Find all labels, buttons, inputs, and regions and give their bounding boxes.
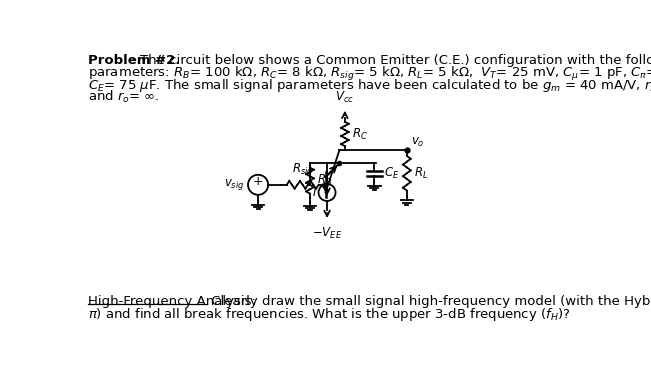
Text: +: +	[253, 175, 264, 188]
Text: $V_{cc}$: $V_{cc}$	[335, 90, 354, 105]
Text: $-V_{EE}$: $-V_{EE}$	[312, 226, 342, 241]
Text: $C_E$: $C_E$	[384, 166, 400, 181]
Text: $I$: $I$	[312, 186, 317, 199]
Text: $R_L$: $R_L$	[414, 166, 428, 181]
Text: $v_o$: $v_o$	[411, 136, 424, 149]
Text: $C_E$= 75 $\mu$F. The small signal parameters have been calculated to be $g_m$ =: $C_E$= 75 $\mu$F. The small signal param…	[88, 77, 651, 94]
Text: Problem #2.: Problem #2.	[88, 54, 180, 67]
Text: $R_B$: $R_B$	[317, 172, 332, 188]
Text: $v_{sig}$: $v_{sig}$	[224, 177, 244, 192]
Text: and $r_o$= $\infty$.: and $r_o$= $\infty$.	[88, 89, 159, 105]
Text: Clearly draw the small signal high-frequency model (with the Hybrid-: Clearly draw the small signal high-frequ…	[207, 295, 651, 308]
Text: $R_C$: $R_C$	[352, 126, 368, 142]
Text: $\pi$) and find all break frequencies. What is the upper 3-dB frequency ($f_H$)?: $\pi$) and find all break frequencies. W…	[88, 306, 570, 323]
Text: parameters: $R_B$= 100 k$\Omega$, $R_C$= 8 k$\Omega$, $R_{sig}$= 5 k$\Omega$, $R: parameters: $R_B$= 100 k$\Omega$, $R_C$=…	[88, 65, 651, 84]
Text: $R_{sig}$: $R_{sig}$	[292, 161, 314, 178]
Text: The circuit below shows a Common Emitter (C.E.) configuration with the following: The circuit below shows a Common Emitter…	[140, 54, 651, 67]
Text: High-Frequency Analysis:: High-Frequency Analysis:	[88, 295, 255, 308]
